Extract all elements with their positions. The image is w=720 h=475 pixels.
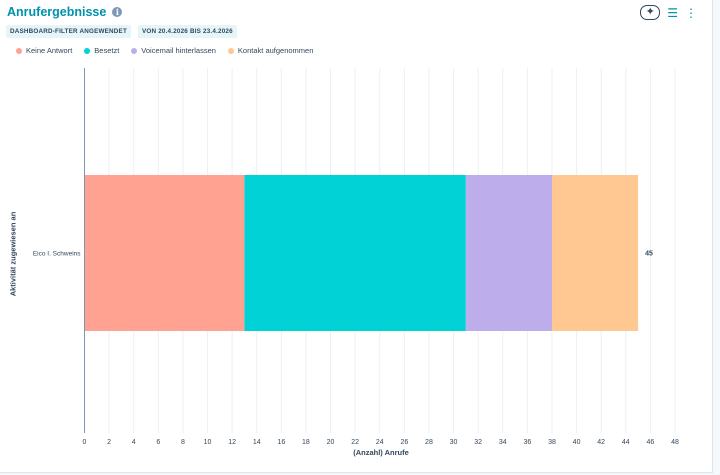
date-range-badge: VON 20.4.2026 BIS 23.4.2026	[138, 25, 237, 38]
bar-segment[interactable]	[551, 175, 639, 331]
chart-legend: Keine Antwort Besetzt Voicemail hinterla…	[16, 46, 313, 55]
x-tick-label: 30	[450, 439, 458, 446]
legend-dot	[131, 47, 138, 54]
legend-label: Besetzt	[94, 46, 120, 55]
filter-sliders-icon[interactable]: ☰	[667, 5, 678, 20]
x-tick-label: 8	[181, 439, 185, 446]
x-tick-label: 34	[499, 439, 507, 446]
bar-segment[interactable]	[465, 175, 552, 331]
x-tick-label: 20	[327, 439, 335, 446]
x-tick-label: 44	[622, 439, 630, 446]
legend-label: Voicemail hinterlassen	[141, 46, 216, 55]
x-tick-label: 0	[83, 439, 87, 446]
title-row: Anrufergebnisse i	[7, 5, 123, 19]
legend-dot	[84, 47, 91, 54]
x-tick-label: 22	[351, 439, 359, 446]
x-tick-label: 28	[425, 439, 433, 446]
y-axis-title: Aktivität zugewiesen an	[8, 211, 18, 297]
x-tick-label: 16	[277, 439, 285, 446]
x-tick-label: 18	[302, 439, 310, 446]
legend-dot	[16, 47, 22, 54]
x-tick-label: 40	[573, 439, 581, 446]
x-tick-label: 4	[132, 439, 136, 446]
legend-item-voicemail[interactable]: Voicemail hinterlassen	[131, 46, 216, 55]
bar-total-label: 45	[645, 251, 653, 258]
info-icon[interactable]: i	[112, 7, 123, 17]
x-tick-label: 10	[204, 439, 212, 446]
x-tick-label: 2	[107, 439, 111, 446]
x-tick-label: 42	[597, 439, 605, 446]
bar-segment[interactable]	[84, 175, 245, 331]
x-tick-label: 36	[523, 439, 531, 446]
x-tick-label: 32	[474, 439, 482, 446]
x-tick-label: 6	[156, 439, 160, 446]
legend-label: Kontakt aufgenommen	[237, 46, 314, 55]
x-tick-label: 12	[228, 439, 236, 446]
x-tick-label: 48	[671, 439, 679, 446]
x-axis-title: (Anzahl) Anrufe	[353, 448, 409, 457]
legend-item-besetzt[interactable]: Besetzt	[84, 46, 119, 55]
legend-item-keine-antwort[interactable]: Keine Antwort	[16, 46, 72, 55]
bar-segment[interactable]	[244, 175, 466, 331]
legend-label: Keine Antwort	[26, 46, 73, 55]
x-tick-label: 14	[253, 439, 261, 446]
x-tick-label: 26	[400, 439, 408, 446]
y-category-label: Eico I. Schweins	[33, 251, 81, 258]
x-tick-label: 38	[548, 439, 556, 446]
x-tick-label: 24	[376, 439, 384, 446]
legend-item-kontakt[interactable]: Kontakt aufgenommen	[227, 46, 314, 55]
filter-badges: DASHBOARD-FILTER ANGEWENDET VON 20.4.202…	[6, 25, 237, 38]
toolbar: ✦ ☰ ⋮	[640, 5, 697, 20]
sparkle-icon[interactable]: ✦	[640, 5, 661, 20]
legend-dot	[227, 47, 234, 54]
more-vertical-icon[interactable]: ⋮	[685, 5, 697, 20]
dashboard-filter-badge[interactable]: DASHBOARD-FILTER ANGEWENDET	[6, 25, 131, 38]
report-title[interactable]: Anrufergebnisse	[7, 5, 107, 19]
x-tick-label: 46	[646, 439, 654, 446]
